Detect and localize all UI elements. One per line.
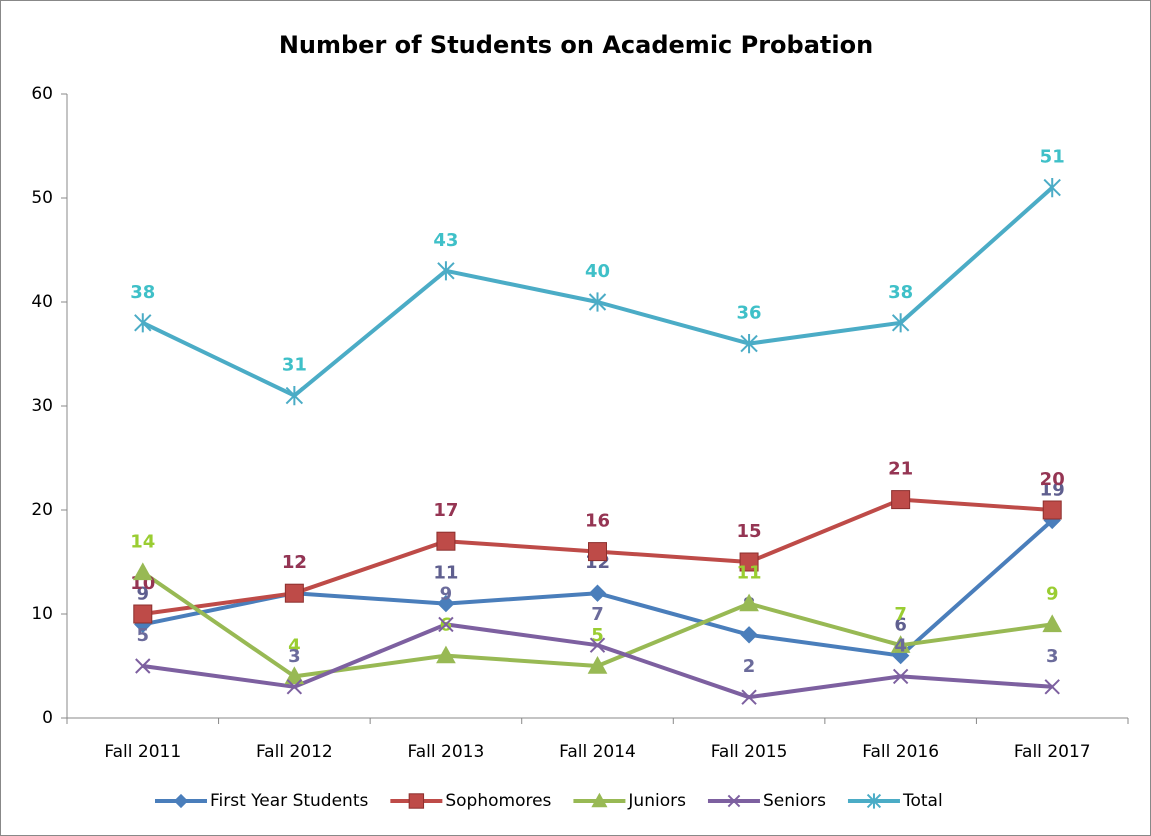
marker (588, 292, 607, 312)
marker (1044, 679, 1060, 695)
data-label: 3 (1046, 646, 1059, 667)
data-label: 36 (737, 303, 762, 324)
y-tick-label: 60 (31, 84, 53, 104)
data-label: 38 (130, 282, 155, 303)
marker (739, 552, 759, 572)
x-tick-label: Fall 2016 (862, 742, 939, 762)
data-label: 17 (433, 500, 458, 521)
marker (135, 658, 151, 674)
marker (408, 793, 425, 809)
legend-label: Sophomores (445, 791, 551, 811)
x-tick-label: Fall 2013 (408, 742, 485, 762)
data-label: 21 (888, 459, 913, 480)
marker (588, 584, 607, 602)
x-tick-label: Fall 2017 (1014, 742, 1091, 762)
marker (591, 792, 608, 808)
marker (436, 645, 456, 664)
data-label: 7 (591, 604, 604, 625)
data-label: 3 (288, 646, 301, 667)
data-label: 9 (137, 583, 150, 604)
data-label: 12 (282, 552, 307, 573)
marker (740, 626, 758, 644)
data-label: 40 (585, 261, 610, 282)
marker (284, 583, 304, 603)
marker (437, 261, 455, 281)
marker (1043, 178, 1061, 198)
marker (134, 313, 152, 333)
marker (741, 689, 757, 705)
y-tick-label: 40 (31, 292, 53, 312)
y-tick-label: 0 (42, 708, 53, 728)
data-label: 20 (1040, 469, 1065, 490)
marker (173, 793, 189, 809)
data-label: 6 (894, 615, 907, 636)
y-tick-label: 30 (31, 396, 53, 416)
data-label: 7 (894, 604, 907, 625)
marker (285, 386, 304, 406)
marker (727, 794, 741, 808)
legend-label: Total (902, 791, 943, 811)
marker (132, 562, 153, 581)
marker (133, 604, 153, 624)
marker (1042, 500, 1062, 520)
chart-title: Number of Students on Academic Probation (279, 31, 873, 59)
data-label: 4 (894, 635, 907, 656)
x-tick-label: Fall 2012 (256, 742, 333, 762)
marker (1042, 614, 1063, 633)
x-tick-label: Fall 2015 (711, 742, 788, 762)
data-label: 5 (137, 625, 150, 646)
marker (587, 655, 608, 674)
marker (892, 668, 909, 685)
data-label: 31 (282, 355, 307, 376)
data-label: 14 (130, 531, 155, 552)
data-label: 16 (585, 511, 610, 532)
y-tick-label: 20 (31, 500, 53, 520)
marker (438, 616, 454, 633)
y-tick-label: 10 (31, 604, 53, 624)
marker (891, 490, 911, 510)
marker (740, 334, 758, 354)
data-label: 9 (1046, 583, 1059, 604)
marker (866, 793, 882, 809)
data-label: 38 (888, 282, 913, 303)
legend: First Year Students Sophomores Juniors Seni… (155, 791, 943, 811)
legend-label: Juniors (627, 791, 686, 811)
data-label: 12 (282, 552, 307, 573)
legend-label: Seniors (763, 791, 826, 811)
marker (589, 637, 606, 653)
marker (286, 679, 303, 695)
marker (437, 594, 455, 613)
marker (436, 531, 456, 551)
data-label: 51 (1040, 147, 1065, 168)
marker (891, 313, 910, 333)
data-label: 11 (433, 563, 458, 584)
legend-label: First Year Students (210, 791, 368, 811)
marker (588, 542, 607, 562)
marker (284, 666, 305, 685)
data-label: 43 (433, 230, 458, 251)
data-label: 19 (1040, 479, 1065, 500)
data-label: 9 (440, 583, 453, 604)
marker (890, 635, 911, 653)
y-tick-label: 50 (31, 188, 53, 208)
x-tick-label: Fall 2011 (104, 742, 181, 762)
x-tick-label: Fall 2014 (559, 742, 636, 762)
data-label: 4 (288, 635, 301, 656)
data-label: 15 (737, 521, 762, 542)
data-label: 5 (591, 625, 604, 646)
data-label: 11 (737, 563, 762, 584)
marker (739, 593, 759, 612)
data-label: 2 (743, 656, 756, 677)
